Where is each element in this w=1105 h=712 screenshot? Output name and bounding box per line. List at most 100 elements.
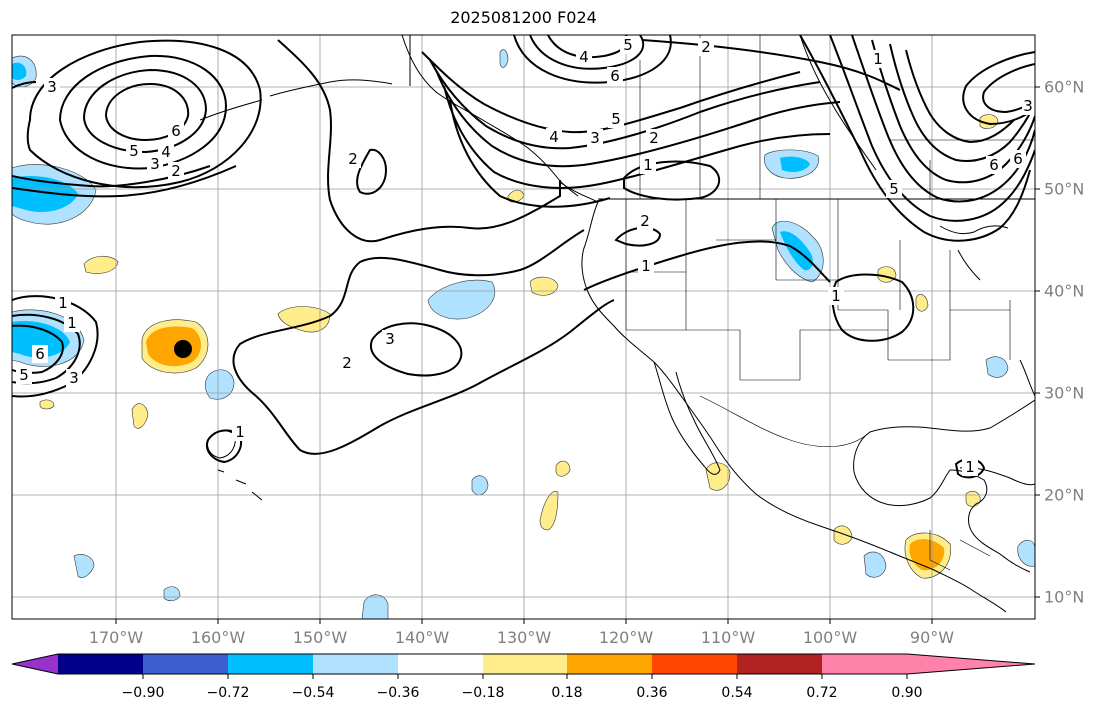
contour-label: 2	[342, 354, 352, 372]
lon-label: 110°W	[701, 628, 756, 647]
contour-label: 3	[1023, 97, 1033, 115]
negative-shading-area	[204, 369, 235, 400]
colorbar-tick-label: −0.18	[462, 685, 505, 701]
positive-shading-area	[877, 266, 897, 283]
contour-label: 2	[649, 129, 659, 147]
positive-shading-area	[39, 399, 55, 410]
contour-line	[232, 229, 615, 455]
contour-label: 6	[171, 122, 181, 140]
map-title: 2025081200 F024	[450, 8, 597, 27]
contour-line	[435, 69, 841, 168]
lon-label: 160°W	[191, 628, 246, 647]
negative-shading-area	[361, 594, 389, 619]
contour-line	[623, 160, 721, 201]
colorbar-labels: −0.90 −0.72 −0.54 −0.36 −0.18 0.18 0.36 …	[122, 685, 923, 701]
contour-line	[529, 35, 645, 70]
colorbar-tick-label: 0.54	[721, 685, 752, 701]
contour-label: 3	[590, 129, 600, 147]
lon-label: 90°W	[910, 628, 954, 647]
contour-label: 3	[47, 78, 57, 96]
colorbar-ticks	[142, 674, 908, 679]
colorbar-bin	[313, 654, 398, 674]
contour-label: 2	[171, 162, 181, 180]
contour-label: 2	[640, 212, 650, 230]
contour-line	[962, 51, 1035, 126]
contour-label: 6	[610, 67, 620, 85]
positive-shading-area	[555, 460, 571, 477]
colorbar-extend-right	[907, 654, 1035, 674]
positive-shading-area	[965, 490, 981, 507]
contour-label: 4	[161, 143, 171, 161]
contour-line	[277, 39, 561, 243]
contour-line	[851, 35, 1035, 203]
lon-label: 120°W	[599, 628, 654, 647]
colorbar-bin	[822, 654, 907, 674]
contour-label: 3	[150, 155, 160, 173]
lat-label: 20°N	[1044, 486, 1084, 505]
colorbar-tick-label: −0.36	[377, 685, 420, 701]
contour-line	[449, 99, 611, 208]
contour-line	[641, 39, 901, 91]
contour-line	[614, 226, 662, 247]
negative-shading-area	[73, 554, 95, 578]
lon-label: 150°W	[293, 628, 348, 647]
contour-label: 5	[623, 36, 633, 54]
colorbar-tick-label: −0.72	[207, 685, 250, 701]
colorbar-bin	[58, 654, 143, 674]
contour-label: 4	[579, 48, 589, 66]
contour-line	[26, 39, 262, 189]
colorbar-bin	[567, 654, 652, 674]
positive-shading-area	[705, 462, 731, 491]
contour-label: 1	[58, 294, 68, 312]
negative-shading-area	[12, 62, 27, 80]
positive-shading-area	[915, 294, 929, 312]
negative-shading-area	[985, 356, 1009, 378]
contour-label: 1	[643, 156, 653, 174]
contour-label: 5	[129, 142, 139, 160]
colorbar-extend-left	[12, 654, 58, 674]
coastlines	[199, 35, 1035, 613]
contour-label: 1	[873, 50, 883, 68]
positive-shading-area	[979, 114, 999, 129]
contour-line	[82, 68, 208, 154]
contour-label: 6	[989, 156, 999, 174]
contour-label: 3	[385, 330, 395, 348]
contour-label: 3	[69, 369, 79, 387]
lon-label: 170°W	[89, 628, 144, 647]
negative-shading-area	[499, 49, 509, 68]
contour-label: 5	[611, 110, 621, 128]
contour-label: 5	[889, 180, 899, 198]
colorbar-bin	[398, 654, 483, 674]
contour-line	[829, 35, 1035, 222]
colorbar-bin	[483, 654, 567, 674]
contour-line	[12, 313, 81, 385]
contour-line	[356, 148, 388, 195]
negative-shading-area	[12, 320, 70, 358]
longitude-axis	[115, 619, 933, 624]
negative-shading-area	[780, 156, 810, 172]
contour-line	[443, 85, 831, 189]
negative-shading-area	[163, 586, 181, 602]
contour-line	[58, 54, 228, 170]
lon-label: 130°W	[497, 628, 552, 647]
positive-shading-area	[146, 326, 201, 367]
storm-center-marker	[174, 340, 192, 358]
colorbar-tick-label: −0.54	[292, 685, 335, 701]
lat-label: 50°N	[1044, 180, 1084, 199]
contour-line	[831, 273, 915, 342]
latitude-labels: 60°N 50°N 40°N 30°N 20°N 10°N	[1044, 78, 1084, 607]
contour-label: 1	[67, 314, 77, 332]
lon-label: 100°W	[803, 628, 858, 647]
positive-shading-area	[539, 490, 559, 531]
contour-label: 1	[235, 423, 245, 441]
positive-shading-area	[529, 276, 559, 296]
shading-layer	[12, 49, 1035, 619]
lat-label: 40°N	[1044, 282, 1084, 301]
contour-line	[905, 49, 1015, 144]
longitude-labels: 170°W 160°W 150°W 140°W 130°W 120°W 110°…	[89, 628, 954, 647]
colorbar-outline	[11, 653, 1036, 675]
contour-label: 2	[348, 150, 358, 168]
contour-line	[421, 51, 801, 134]
colorbar-bin	[228, 654, 313, 674]
